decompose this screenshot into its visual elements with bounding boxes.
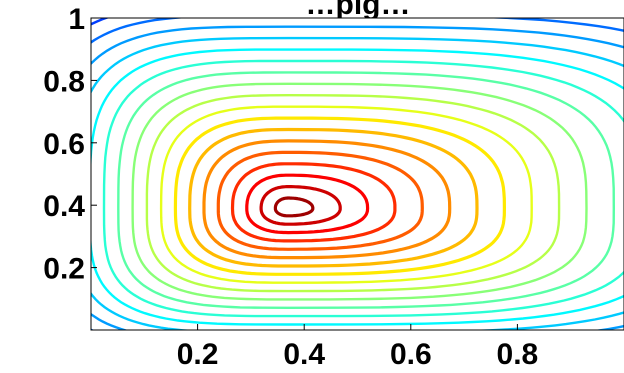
x-tick-label: 0.4 — [283, 338, 325, 371]
x-tick-label: 0.2 — [177, 338, 219, 371]
x-tick-label: 0.6 — [390, 338, 432, 371]
x-tick-label: 0.8 — [497, 338, 539, 371]
y-tick-label: 0.2 — [43, 253, 85, 286]
x-axis-ticks: 0.2 0.4 0.6 0.8 — [177, 324, 539, 371]
y-axis-ticks: 0.2 0.4 0.6 0.8 1 — [43, 3, 97, 286]
y-tick-label: 0.4 — [43, 190, 85, 223]
y-tick-label: 0.8 — [43, 65, 85, 98]
y-tick-label: 1 — [68, 3, 85, 36]
y-tick-label: 0.6 — [43, 128, 85, 161]
